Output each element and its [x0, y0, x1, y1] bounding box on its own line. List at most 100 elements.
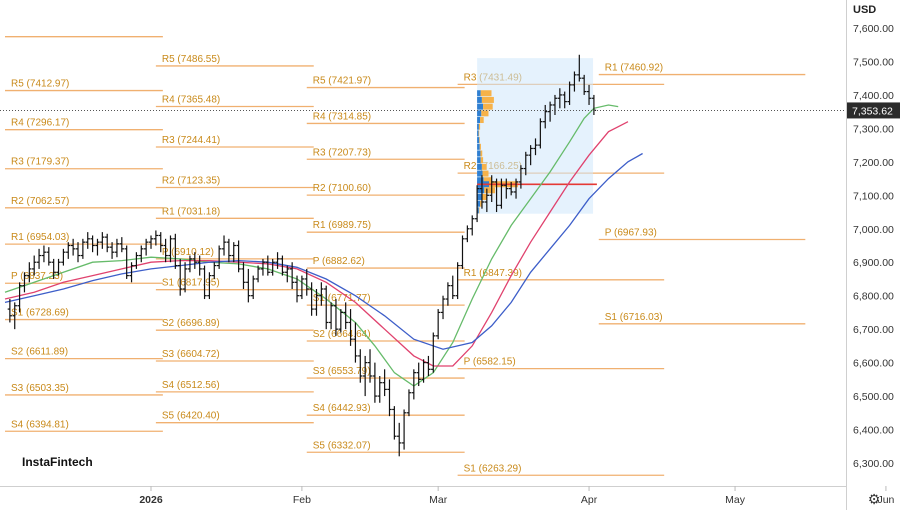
ohlc-bar — [562, 91, 567, 109]
ohlc-bar — [289, 262, 295, 289]
pivot-label: S5 (6332.07) — [313, 440, 371, 451]
ohlc-bar — [299, 275, 305, 300]
ohlc-bar — [353, 322, 358, 363]
ohlc-bar — [523, 151, 528, 176]
profile-bar-orange — [480, 90, 492, 97]
ohlc-bar — [85, 232, 90, 249]
profile-bar-orange — [480, 150, 483, 157]
price-tick-label: 6,700.00 — [853, 324, 894, 336]
ohlc-bar — [168, 235, 173, 263]
price-tick-label: 7,000.00 — [853, 224, 894, 236]
ohlc-bar — [207, 272, 212, 300]
ohlc-bar — [197, 255, 202, 276]
ohlc-bar — [61, 248, 66, 266]
settings-gear-icon[interactable]: ⚙ — [867, 491, 881, 507]
pivot-label: S3 (6604.72) — [162, 349, 220, 360]
price-tick-label: 6,300.00 — [853, 458, 894, 470]
ohlc-bar — [455, 262, 460, 300]
ohlc-bar — [581, 74, 587, 95]
price-tick-label: 6,500.00 — [853, 391, 894, 403]
ohlc-bar — [41, 245, 47, 263]
profile-bar-orange — [482, 170, 489, 177]
ohlc-bar — [66, 242, 71, 259]
ohlc-bar — [221, 235, 227, 256]
ohlc-bar — [109, 242, 115, 259]
currency-label[interactable]: USD — [853, 4, 877, 16]
ohlc-bar — [362, 355, 368, 397]
ohlc-bar — [543, 104, 548, 129]
ohlc-bar — [114, 238, 120, 258]
ohlc-bar — [95, 238, 100, 256]
pivot-label: S2 (6664.64) — [313, 329, 371, 340]
pivot-levels: R5 (7412.97) R4 (7296.17) R3 (7179.37) R2 (… — [5, 36, 806, 476]
profile-bar-blue — [477, 96, 482, 103]
profile-bar-orange — [480, 200, 482, 207]
ohlc-bar — [343, 302, 348, 330]
ohlc-bar — [178, 258, 183, 296]
pivot-label: R1 (6954.03) — [11, 232, 69, 243]
ohlc-bar — [46, 247, 52, 266]
ohlc-bar — [333, 299, 339, 336]
ohlc-bar — [212, 262, 217, 279]
ohlc-bar — [280, 255, 285, 276]
ohlc-bar — [319, 282, 324, 306]
ohlc-bar — [479, 175, 485, 209]
ohlc-bar — [294, 275, 300, 303]
ohlc-bar — [416, 362, 421, 387]
profile-bar-blue — [477, 103, 484, 110]
profile-bar-blue — [477, 123, 479, 130]
pivot-label: R3 (7179.37) — [11, 157, 69, 168]
pivot-label: S5 (6420.40) — [162, 411, 220, 422]
ohlc-bar — [533, 138, 538, 156]
ohlc-bar — [338, 309, 344, 333]
price-tick-label: 6,600.00 — [853, 358, 894, 370]
profile-bar-blue — [477, 193, 482, 200]
profile-bar-orange — [481, 193, 487, 200]
ohlc-bar — [372, 362, 378, 403]
profile-bar-orange — [478, 123, 481, 130]
ohlc-bar — [314, 289, 319, 316]
ohlc-bar — [382, 369, 387, 397]
ohlc-bar — [80, 238, 86, 259]
ohlc-bar — [70, 238, 76, 256]
pivot-label: R1 (6989.75) — [313, 220, 371, 231]
ohlc-bar — [421, 359, 426, 383]
pivot-label: R4 (7296.17) — [11, 118, 69, 129]
pivot-label: R1 (7460.92) — [605, 63, 663, 74]
profile-bar-orange — [478, 207, 480, 214]
ohlc-bar — [328, 302, 334, 330]
ohlc-bar — [557, 88, 563, 109]
ohlc-bar — [508, 181, 514, 196]
ohlc-bar — [411, 369, 417, 400]
price-tick-label: 7,600.00 — [853, 23, 894, 35]
ohlc-bar — [572, 71, 577, 92]
profile-bar-blue — [477, 207, 479, 214]
price-tick-label: 7,400.00 — [853, 90, 894, 102]
ohlc-bar — [246, 268, 251, 303]
ohlc-bar — [397, 422, 402, 457]
profile-bar-orange — [483, 177, 493, 184]
ohlc-bar — [387, 379, 392, 417]
profile-bar-blue — [477, 177, 484, 184]
ohlc-bar — [275, 252, 280, 269]
ohlc-bar — [139, 245, 144, 263]
price-tick-label: 6,900.00 — [853, 257, 894, 269]
pivot-label: R2 (7123.35) — [162, 175, 220, 186]
pivot-label: S1 (6771.77) — [313, 293, 371, 304]
pivot-label: R5 (7421.97) — [313, 76, 371, 87]
profile-bar-orange — [478, 130, 480, 137]
ohlc-bar — [148, 235, 154, 249]
pivot-label: S4 (6512.56) — [162, 380, 220, 391]
pivot-label: S1 (6817.95) — [162, 278, 220, 289]
price-tick-label: 7,100.00 — [853, 190, 894, 202]
ohlc-bar — [285, 265, 290, 283]
pivot-label: P (6582.15) — [464, 357, 516, 368]
ohlc-bar — [187, 255, 193, 273]
ohlc-bar — [255, 265, 261, 283]
pivot-label: S1 (6716.03) — [605, 312, 663, 323]
ohlc-bar — [36, 248, 42, 269]
ohlc-bar — [32, 255, 37, 276]
ohlc-bar — [465, 225, 470, 243]
